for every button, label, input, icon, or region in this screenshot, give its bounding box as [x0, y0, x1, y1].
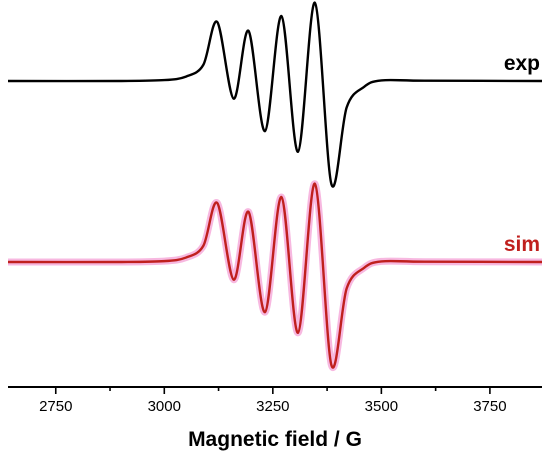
- series-sim-halo: [7, 180, 543, 372]
- series-label-sim: sim: [504, 233, 540, 256]
- x-tick-label: 3000: [148, 398, 181, 415]
- x-tick-label: 3750: [473, 398, 506, 415]
- x-axis-title: Magnetic field / G: [188, 428, 362, 451]
- series-exp-line: [7, 1, 543, 188]
- x-tick-label: 3500: [365, 398, 398, 415]
- series-label-exp: exp: [504, 52, 540, 75]
- traces: [7, 1, 543, 372]
- series-sim-line: [7, 182, 543, 369]
- x-axis-ticks: 2750 3000 3250 3500 3750: [39, 387, 507, 415]
- x-tick-label: 3250: [256, 398, 289, 415]
- x-axis: 2750 3000 3250 3500 3750: [8, 386, 542, 415]
- x-tick-label: 2750: [39, 398, 72, 415]
